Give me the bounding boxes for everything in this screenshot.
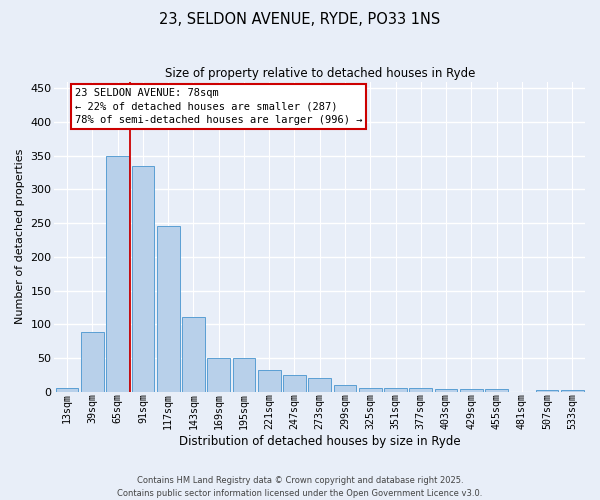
- Text: 23, SELDON AVENUE, RYDE, PO33 1NS: 23, SELDON AVENUE, RYDE, PO33 1NS: [160, 12, 440, 28]
- Bar: [409, 388, 432, 392]
- Bar: [460, 389, 482, 392]
- Bar: [233, 358, 256, 392]
- Bar: [561, 390, 584, 392]
- Bar: [157, 226, 179, 392]
- Bar: [334, 385, 356, 392]
- Bar: [208, 358, 230, 392]
- Text: Contains HM Land Registry data © Crown copyright and database right 2025.
Contai: Contains HM Land Registry data © Crown c…: [118, 476, 482, 498]
- Bar: [434, 389, 457, 392]
- Bar: [56, 388, 79, 392]
- Bar: [384, 388, 407, 392]
- X-axis label: Distribution of detached houses by size in Ryde: Distribution of detached houses by size …: [179, 434, 461, 448]
- Bar: [536, 390, 559, 392]
- Bar: [359, 388, 382, 392]
- Text: 23 SELDON AVENUE: 78sqm
← 22% of detached houses are smaller (287)
78% of semi-d: 23 SELDON AVENUE: 78sqm ← 22% of detache…: [74, 88, 362, 125]
- Y-axis label: Number of detached properties: Number of detached properties: [15, 149, 25, 324]
- Bar: [182, 317, 205, 392]
- Bar: [485, 389, 508, 392]
- Title: Size of property relative to detached houses in Ryde: Size of property relative to detached ho…: [164, 68, 475, 80]
- Bar: [106, 156, 129, 392]
- Bar: [283, 374, 306, 392]
- Bar: [258, 370, 281, 392]
- Bar: [308, 378, 331, 392]
- Bar: [81, 332, 104, 392]
- Bar: [131, 166, 154, 392]
